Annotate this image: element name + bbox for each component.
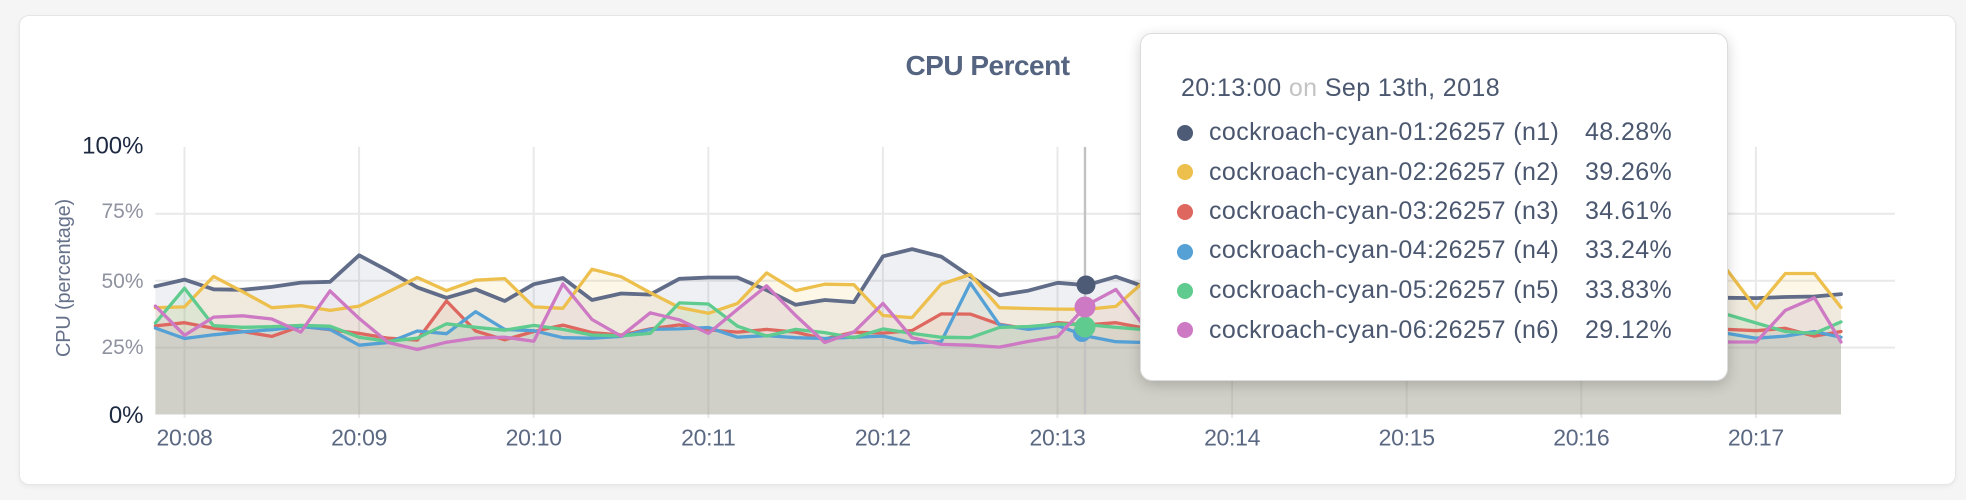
svg-text:20:09: 20:09 <box>331 425 387 451</box>
svg-text:20:17: 20:17 <box>1728 425 1784 451</box>
svg-text:50%: 50% <box>101 270 143 293</box>
svg-text:20:15: 20:15 <box>1379 425 1435 451</box>
svg-text:0%: 0% <box>109 402 144 429</box>
svg-text:20:10: 20:10 <box>506 425 562 451</box>
svg-text:20:13: 20:13 <box>1029 425 1085 451</box>
svg-text:CPU (percentage): CPU (percentage) <box>53 199 75 357</box>
svg-text:20:08: 20:08 <box>156 425 212 451</box>
svg-text:20:16: 20:16 <box>1553 425 1609 451</box>
svg-text:100%: 100% <box>82 133 143 160</box>
svg-text:25%: 25% <box>101 336 143 359</box>
svg-text:20:11: 20:11 <box>681 425 735 451</box>
svg-text:75%: 75% <box>101 200 143 223</box>
svg-text:20:12: 20:12 <box>855 425 911 451</box>
svg-text:20:14: 20:14 <box>1204 425 1261 451</box>
